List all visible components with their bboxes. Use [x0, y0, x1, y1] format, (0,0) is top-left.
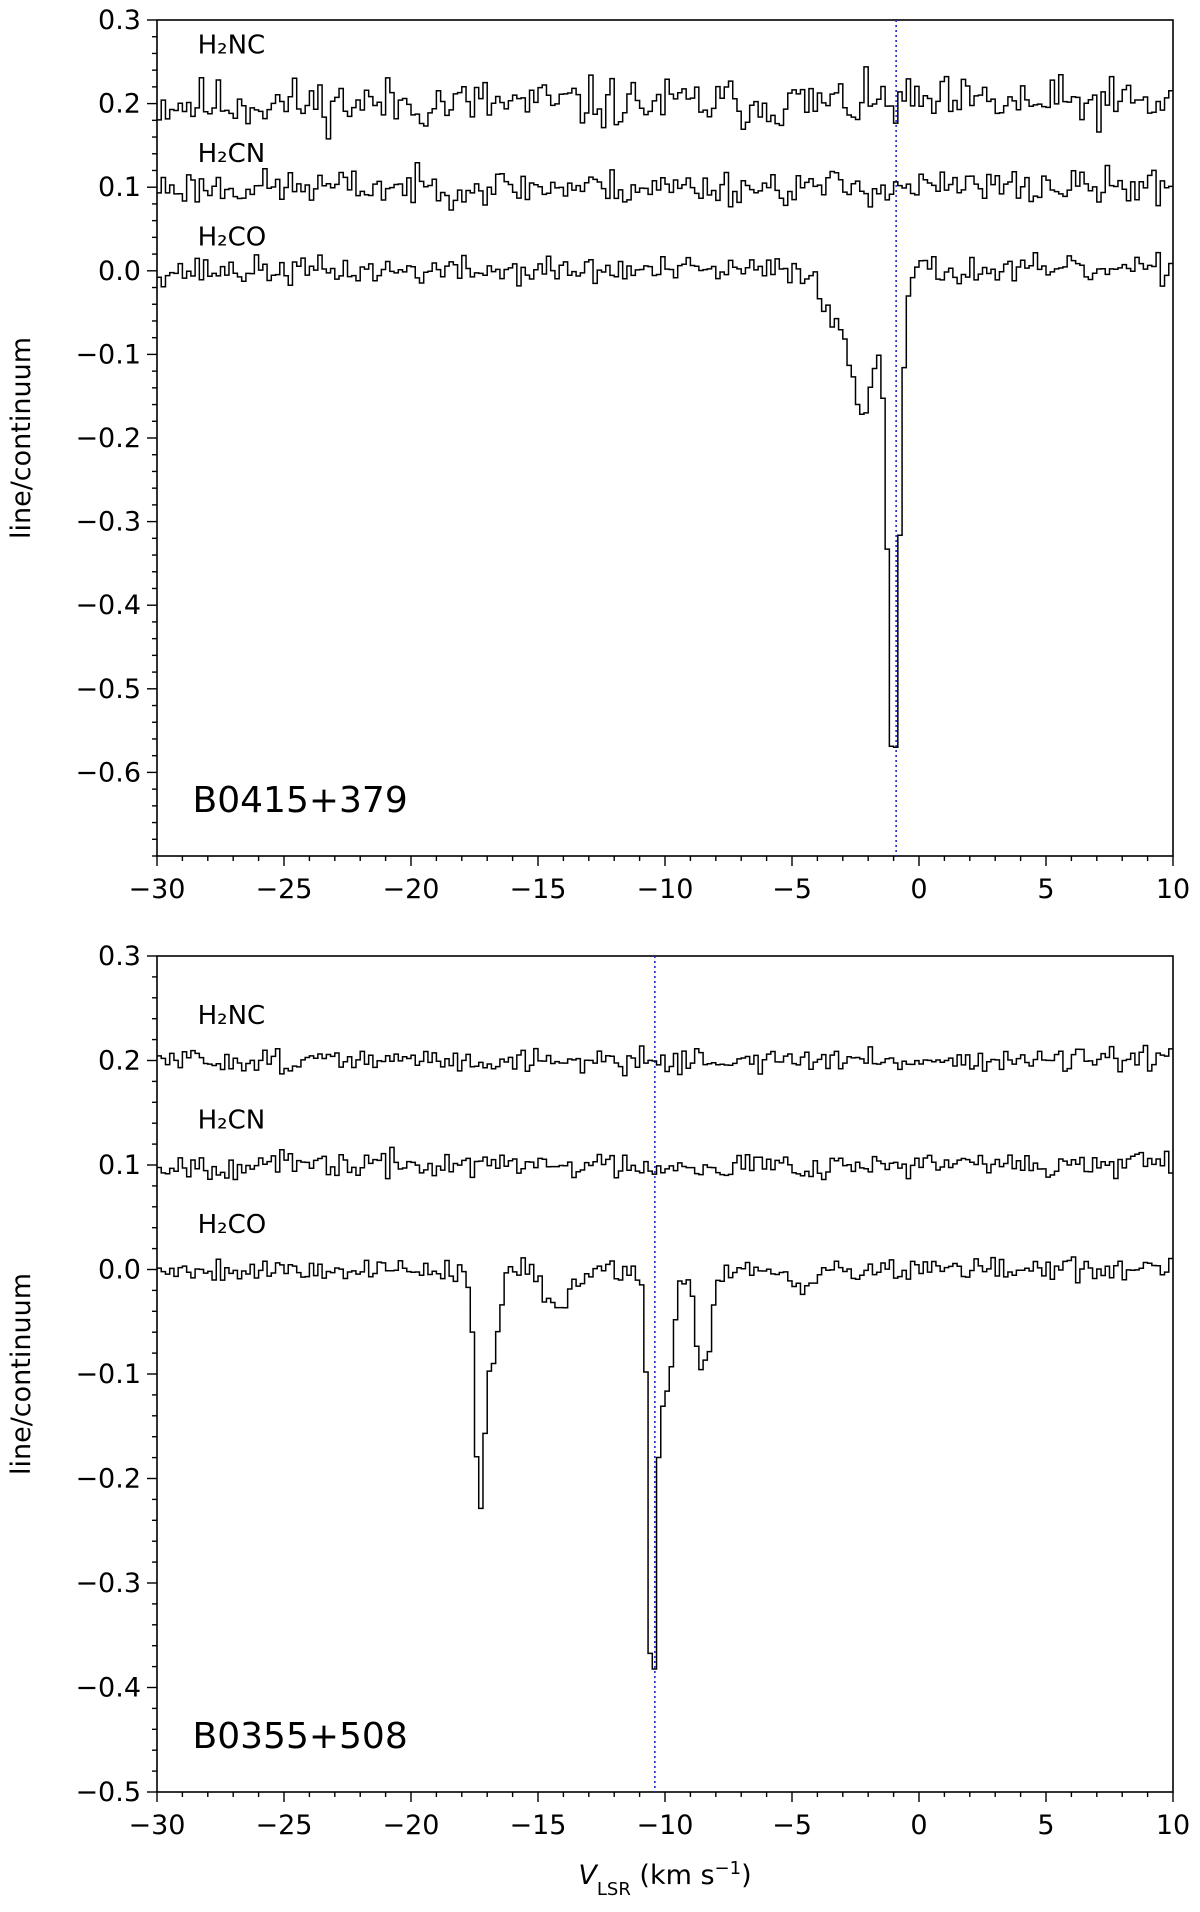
y-tick-label: 0.3 — [98, 5, 141, 36]
x-tick-label: 0 — [910, 874, 927, 905]
panel-source-label: B0415+379 — [193, 780, 408, 821]
series-label: H₂CO — [198, 223, 267, 253]
series-label: H₂NC — [198, 1001, 266, 1031]
series-label: H₂NC — [198, 30, 266, 60]
y-tick-label: −0.6 — [75, 757, 141, 788]
y-tick-label: −0.3 — [75, 1568, 141, 1599]
x-tick-label: −25 — [256, 1810, 313, 1841]
panel-b0415-379: −30 −25 −20 −15 −10 −5 0 5 10 0.3 0.2 0.1 0.0 −0.1 −0.… — [6, 5, 1190, 905]
y-tick-label: 0.2 — [98, 1046, 141, 1077]
x-tick-label: 10 — [1156, 874, 1190, 905]
x-tick-label: 0 — [910, 1810, 927, 1841]
spectrum-series-2 — [157, 1256, 1173, 1670]
y-tick-label: −0.5 — [75, 674, 141, 705]
panel-source-label: B0355+508 — [193, 1716, 408, 1757]
y-tick-label: −0.2 — [75, 423, 141, 454]
series-label: H₂CO — [198, 1210, 267, 1240]
y-tick-label: 0.2 — [98, 89, 141, 120]
y-tick-label: 0.1 — [98, 1150, 141, 1181]
y-tick-label: 0.0 — [98, 1255, 141, 1286]
y-tick-label: −0.1 — [75, 1359, 141, 1390]
y-tick-label: −0.1 — [75, 339, 141, 370]
y-tick-label: −0.3 — [75, 507, 141, 538]
series-label: H₂CN — [198, 1105, 266, 1135]
x-tick-label: −20 — [383, 1810, 440, 1841]
x-tick-label: −5 — [772, 874, 812, 905]
x-tick-label: −15 — [510, 1810, 567, 1841]
x-axis-title: VLSR (km s−1) — [578, 1858, 751, 1900]
x-tick-label: −10 — [637, 1810, 694, 1841]
y-tick-label: −0.2 — [75, 1464, 141, 1495]
x-tick-label: −25 — [256, 874, 313, 905]
panel-b0355-508: −30 −25 −20 −15 −10 −5 0 5 10 0.3 0.2 0.1 0.0 −0.1 −0.… — [6, 941, 1190, 1900]
y-tick-label: −0.4 — [75, 1673, 141, 1704]
axes-frame — [156, 955, 1174, 1793]
spectrum-series-0 — [157, 66, 1173, 140]
y-axis-title: line/continuum — [6, 337, 37, 539]
x-tick-label: −10 — [637, 874, 694, 905]
axes-frame — [156, 19, 1174, 857]
x-tick-label: −20 — [383, 874, 440, 905]
x-tick-label: −5 — [772, 1810, 812, 1841]
x-tick-label: −30 — [129, 1810, 186, 1841]
x-tick-label: −30 — [129, 874, 186, 905]
y-tick-label: 0.1 — [98, 172, 141, 203]
y-tick-label: −0.4 — [75, 590, 141, 621]
spectrum-series-2 — [157, 251, 1173, 748]
y-tick-label: 0.0 — [98, 256, 141, 287]
y-axis-title: line/continuum — [6, 1273, 37, 1475]
y-tick-label: −0.5 — [75, 1777, 141, 1808]
spectrum-series-0 — [157, 1044, 1173, 1077]
spectrum-series-1 — [157, 162, 1173, 211]
x-tick-label: 5 — [1037, 874, 1054, 905]
x-tick-label: 5 — [1037, 1810, 1054, 1841]
x-tick-label: −15 — [510, 874, 567, 905]
x-tick-label: 10 — [1156, 1810, 1190, 1841]
spectrum-series-1 — [157, 1146, 1173, 1181]
y-tick-label: 0.3 — [98, 941, 141, 972]
series-label: H₂CN — [198, 139, 266, 169]
